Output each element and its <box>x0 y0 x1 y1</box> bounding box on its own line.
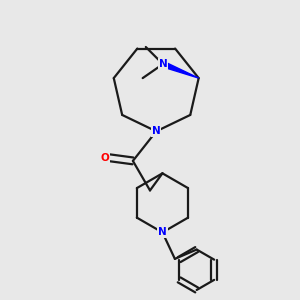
Text: N: N <box>158 227 167 237</box>
Text: O: O <box>100 153 109 163</box>
Polygon shape <box>162 61 199 78</box>
Text: N: N <box>152 126 161 136</box>
Text: N: N <box>158 59 167 69</box>
